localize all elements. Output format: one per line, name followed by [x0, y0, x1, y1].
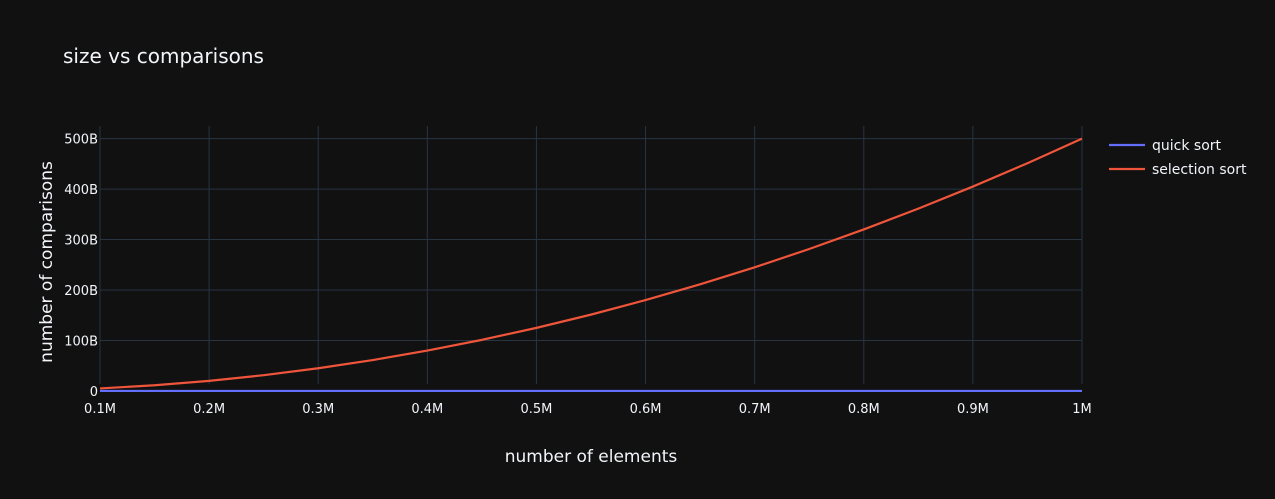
y-tick-label: 500B	[64, 133, 98, 148]
y-tick-label: 100B	[64, 334, 98, 349]
x-tick-label: 0.9M	[957, 402, 989, 417]
y-tick-label: 200B	[64, 284, 98, 299]
x-tick-label: 0.7M	[739, 402, 771, 417]
x-tick-label: 0.1M	[84, 402, 116, 417]
x-tick-label: 0.3M	[302, 402, 334, 417]
x-tick-label: 0.5M	[520, 402, 552, 417]
series-line-selection-sort[interactable]	[99, 137, 1083, 390]
legend-item-selection-sort[interactable]: selection sort	[1109, 162, 1247, 178]
axis-ticks: 0.1M 0.2M 0.3M 0.4M 0.5M 0.6M 0.7M 0.8M 0.9M 1M 0 1…	[64, 133, 1091, 417]
legend-label: quick sort	[1152, 138, 1222, 154]
legend-item-quick-sort[interactable]: quick sort	[1109, 138, 1222, 154]
legend[interactable]: quick sort selection sort	[1109, 138, 1247, 178]
y-axis-title: number of comparisons	[37, 161, 57, 363]
x-tick-label: 0.2M	[193, 402, 225, 417]
x-tick-label: 1M	[1072, 402, 1092, 417]
chart-title: size vs comparisons	[63, 44, 264, 68]
y-tick-label: 400B	[64, 183, 98, 198]
legend-label: selection sort	[1152, 162, 1247, 178]
x-tick-label: 0.6M	[630, 402, 662, 417]
grid	[99, 126, 1083, 384]
x-tick-label: 0.8M	[848, 402, 880, 417]
x-tick-label: 0.4M	[411, 402, 443, 417]
y-tick-label: 0	[90, 385, 98, 400]
y-tick-label: 300B	[64, 234, 98, 249]
series-lines	[99, 137, 1083, 393]
x-axis-title: number of elements	[505, 447, 678, 467]
